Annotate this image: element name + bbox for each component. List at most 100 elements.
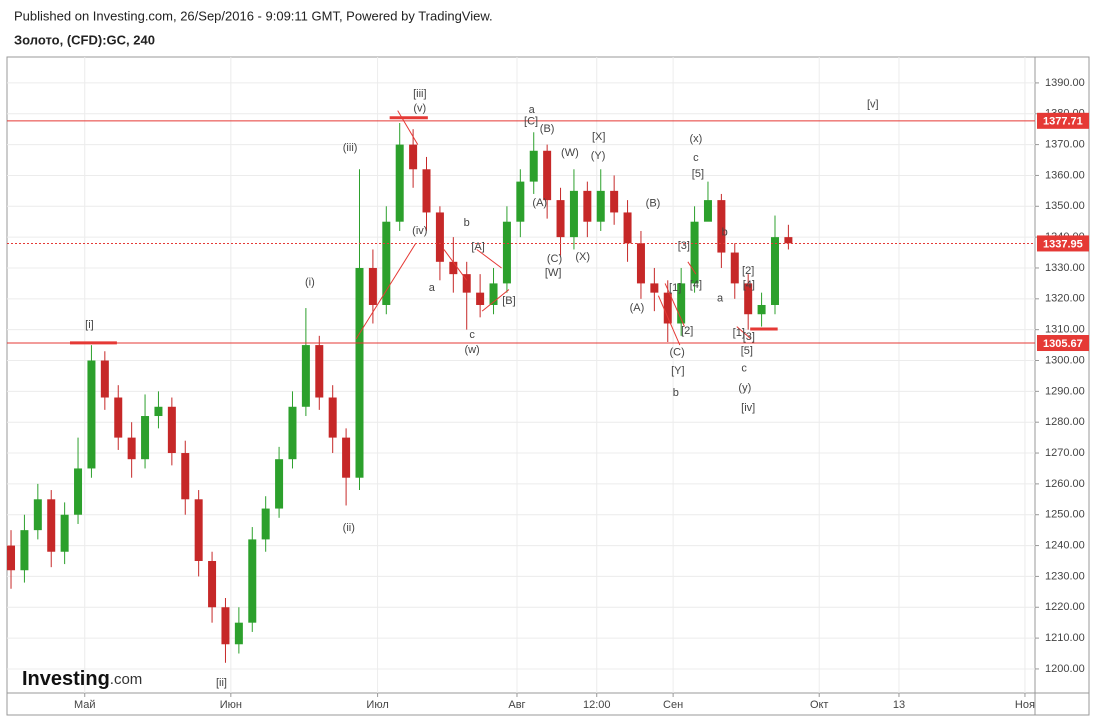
wave-label: [iii] xyxy=(413,88,426,100)
y-tick-label: 1210.00 xyxy=(1045,632,1085,644)
wave-label: [4] xyxy=(690,279,702,291)
candle-body xyxy=(301,345,310,407)
wave-label: c xyxy=(693,152,699,164)
wave-label: (i) xyxy=(305,277,315,289)
logo-main: Investing xyxy=(22,668,110,690)
wave-label: (X) xyxy=(575,251,590,263)
wave-label: [iv] xyxy=(741,402,755,414)
chart-frame xyxy=(6,56,1090,716)
candle-body xyxy=(127,437,136,460)
y-tick-label: 1260.00 xyxy=(1045,478,1085,490)
candle-body xyxy=(489,283,498,305)
y-tick-label: 1310.00 xyxy=(1045,324,1085,336)
wave-label: (x) xyxy=(689,133,702,145)
wave-label: b xyxy=(722,227,728,239)
candle-body xyxy=(208,560,217,608)
trendline xyxy=(481,289,510,312)
price-level-label: 1377.71 xyxy=(1043,116,1083,128)
y-tick-label: 1300.00 xyxy=(1045,354,1085,366)
candle-body xyxy=(33,499,42,531)
candle-body xyxy=(87,360,96,469)
wave-label: (y) xyxy=(738,382,751,394)
candle-body xyxy=(435,212,444,262)
logo: Investing.com xyxy=(22,668,142,690)
trendline xyxy=(687,261,697,275)
trendline xyxy=(355,243,417,340)
candle-body xyxy=(543,150,552,201)
candle-body xyxy=(717,200,726,253)
candle-body xyxy=(770,237,779,305)
candle-body xyxy=(141,416,150,460)
candle-body xyxy=(7,545,16,571)
x-tick-label: Сен xyxy=(663,699,683,711)
candle-body xyxy=(315,345,324,398)
candle-body xyxy=(382,221,391,305)
x-tick-label: Ноя xyxy=(1015,699,1035,711)
price-level-box xyxy=(1037,335,1089,352)
price-level-box xyxy=(1037,235,1089,252)
wave-label: b xyxy=(673,387,679,399)
wave-label: (ii) xyxy=(343,522,355,534)
wave-label: [3] xyxy=(743,331,755,343)
candle-body xyxy=(47,499,56,552)
candle-body xyxy=(181,453,190,500)
x-tick-label: Окт xyxy=(810,699,829,711)
price-level-label: 1337.95 xyxy=(1043,238,1083,250)
logo-suffix: .com xyxy=(110,671,143,688)
candle-body xyxy=(194,499,203,561)
x-tick-label: Июл xyxy=(366,699,388,711)
trendline xyxy=(736,326,752,340)
y-tick-label: 1220.00 xyxy=(1045,601,1085,613)
y-tick-label: 1240.00 xyxy=(1045,539,1085,551)
y-tick-label: 1230.00 xyxy=(1045,570,1085,582)
wave-label: [5] xyxy=(741,345,753,357)
symbol-title: Золото, (CFD):GC, 240 xyxy=(14,32,155,47)
wave-label: c xyxy=(469,329,475,341)
wave-label: [W] xyxy=(545,267,562,279)
y-tick-label: 1320.00 xyxy=(1045,293,1085,305)
candle-body xyxy=(114,397,123,438)
candle-body xyxy=(100,360,109,398)
wave-label: (W) xyxy=(561,147,579,159)
candle-body xyxy=(623,212,632,244)
wave-label: (B) xyxy=(646,198,661,210)
candle-body xyxy=(167,406,176,454)
candle-body xyxy=(650,283,659,293)
candle-body xyxy=(74,468,83,515)
wave-label: [2] xyxy=(742,265,754,277)
wave-label: [X] xyxy=(592,131,605,143)
wave-label: c xyxy=(741,363,747,375)
axes: 1200.00 1210.00 1220.00 1230.00 1240.00 1250.… xyxy=(74,77,1089,711)
wave-label: (iv) xyxy=(412,225,427,237)
wave-label: a xyxy=(429,282,436,294)
candle-body xyxy=(288,406,297,460)
candle-body xyxy=(744,283,753,315)
candle-body xyxy=(476,292,485,305)
candle-body xyxy=(395,144,404,222)
wave-label: [4] xyxy=(743,279,755,291)
candle-body xyxy=(596,190,605,222)
candle-body xyxy=(529,150,538,182)
price-level-label: 1305.67 xyxy=(1043,338,1083,350)
candle-body xyxy=(20,530,29,571)
y-tick-label: 1370.00 xyxy=(1045,139,1085,151)
y-tick-label: 1290.00 xyxy=(1045,385,1085,397)
candle-body xyxy=(328,397,337,438)
wave-label: (w) xyxy=(464,344,479,356)
wave-label: (A) xyxy=(630,302,645,314)
candle-body xyxy=(636,243,645,284)
wave-label: (C) xyxy=(547,253,562,265)
candle-body xyxy=(422,169,431,213)
candle-body xyxy=(221,607,230,645)
x-tick-label: Июн xyxy=(220,699,242,711)
trendline xyxy=(664,283,685,327)
y-tick-label: 1250.00 xyxy=(1045,509,1085,521)
wave-label: [ii] xyxy=(216,677,227,689)
y-tick-label: 1360.00 xyxy=(1045,169,1085,181)
grid xyxy=(7,57,1035,693)
wave-label: a xyxy=(717,293,724,305)
wave-label: [2] xyxy=(681,325,693,337)
wave-label: a xyxy=(529,104,536,116)
